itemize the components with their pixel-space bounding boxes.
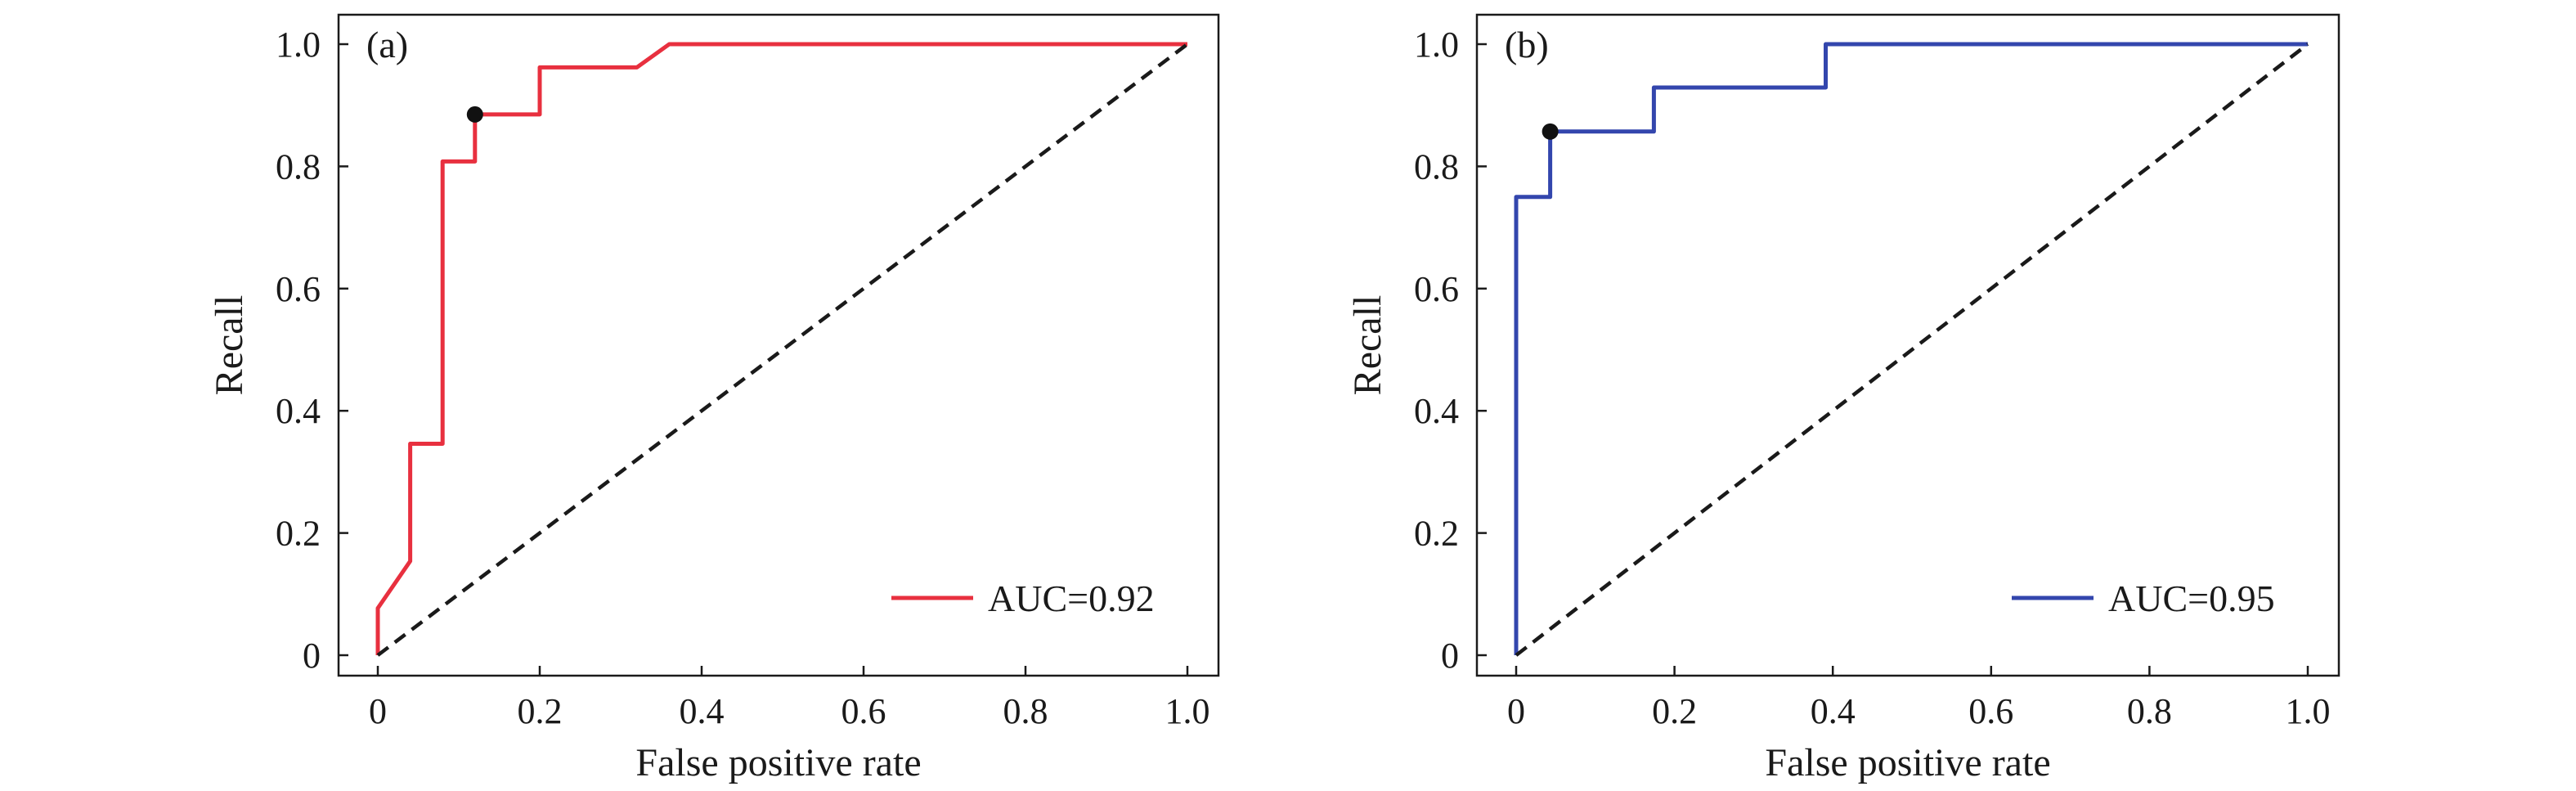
y-axis-label: Recall — [208, 295, 251, 396]
chance-diagonal-line — [376, 43, 1189, 657]
y-axis-label: Recall — [1346, 295, 1389, 396]
x-tick-label: 0.2 — [518, 691, 563, 731]
panel-label: (a) — [366, 24, 408, 65]
x-tick-label: 0.8 — [1003, 691, 1048, 731]
x-tick-label: 0.8 — [2127, 691, 2172, 731]
x-tick-label: 1.0 — [2286, 691, 2331, 731]
x-tick-label: 0 — [369, 691, 387, 731]
x-tick-label: 1.0 — [1165, 691, 1210, 731]
x-tick-label: 0.4 — [1811, 691, 1856, 731]
y-tick-label: 0 — [1441, 636, 1459, 676]
x-axis-label: False positive rate — [635, 741, 921, 784]
chance-diagonal-line — [1515, 43, 2309, 657]
y-tick-label: 0.2 — [1414, 514, 1459, 554]
legend-label: AUC=0.92 — [988, 578, 1155, 619]
operating-point-marker — [1542, 123, 1559, 140]
roc-panel-a: 0 0.2 0.4 0.6 0.8 1.0 0 0.2 0.4 0.6 0.8 1.0 False po… — [208, 13, 1220, 784]
legend-label: AUC=0.95 — [2108, 578, 2275, 619]
x-tick-label: 0.6 — [1968, 691, 2013, 731]
x-axis-label: False positive rate — [1765, 741, 2050, 784]
x-tick-label: 0 — [1507, 691, 1525, 731]
y-tick-label: 0 — [303, 636, 321, 676]
y-tick-label: 0.8 — [276, 146, 321, 187]
x-tick-label: 0.2 — [1652, 691, 1697, 731]
x-tick-label: 0.6 — [841, 691, 886, 731]
y-tick-label: 0.4 — [276, 391, 321, 431]
roc-curve — [1514, 42, 2308, 655]
y-tick-label: 0.2 — [276, 514, 321, 554]
operating-point-marker — [466, 106, 483, 123]
x-tick-label: 0.4 — [680, 691, 725, 731]
y-tick-label: 0.4 — [1414, 391, 1459, 431]
y-tick-label: 1.0 — [276, 25, 321, 65]
y-tick-label: 0.8 — [1414, 146, 1459, 187]
roc-curve — [375, 42, 1187, 655]
plot-frame — [337, 13, 1220, 677]
panel-label: (b) — [1505, 24, 1549, 65]
y-tick-label: 1.0 — [1414, 25, 1459, 65]
y-tick-label: 0.6 — [1414, 269, 1459, 309]
plot-frame — [1475, 13, 2340, 677]
y-tick-label: 0.6 — [276, 269, 321, 309]
roc-panel-b: 0 0.2 0.4 0.6 0.8 1.0 0 0.2 0.4 0.6 0.8 1.0 False po… — [1346, 13, 2340, 784]
